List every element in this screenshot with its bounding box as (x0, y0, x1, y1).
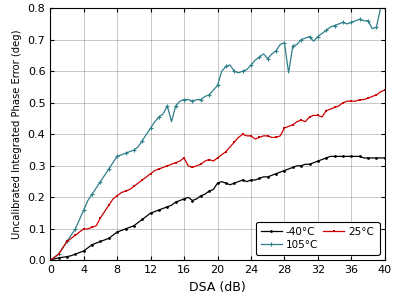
25°C (320, 115, 324, 119)
25°C (383, 89, 387, 92)
25°C (295, 120, 299, 123)
-40°C (353, 155, 358, 158)
-40°C (232, 181, 237, 185)
105°C (232, 69, 237, 73)
105°C (336, 22, 341, 26)
X-axis label: DSA (dB): DSA (dB) (189, 281, 246, 294)
105°C (320, 32, 324, 35)
-40°C (383, 156, 387, 160)
105°C (295, 43, 299, 46)
Line: -40°C: -40°C (49, 155, 386, 262)
-40°C (320, 158, 324, 161)
25°C (336, 104, 341, 108)
25°C (232, 140, 237, 144)
Legend: -40°C, 105°C, 25°C: -40°C, 105°C, 25°C (256, 222, 379, 255)
25°C (48, 259, 53, 262)
105°C (378, 6, 383, 10)
105°C (383, 6, 387, 10)
Y-axis label: Uncalibrated Integrated Phase Error (deg): Uncalibrated Integrated Phase Error (deg… (12, 30, 22, 239)
Line: 105°C: 105°C (48, 6, 387, 263)
-40°C (295, 164, 299, 167)
Line: 25°C: 25°C (49, 89, 386, 262)
25°C (257, 136, 262, 139)
-40°C (48, 259, 53, 262)
105°C (257, 55, 262, 59)
-40°C (341, 155, 345, 158)
-40°C (328, 155, 333, 158)
-40°C (257, 177, 262, 180)
105°C (48, 259, 53, 262)
25°C (349, 100, 354, 103)
105°C (349, 21, 354, 24)
